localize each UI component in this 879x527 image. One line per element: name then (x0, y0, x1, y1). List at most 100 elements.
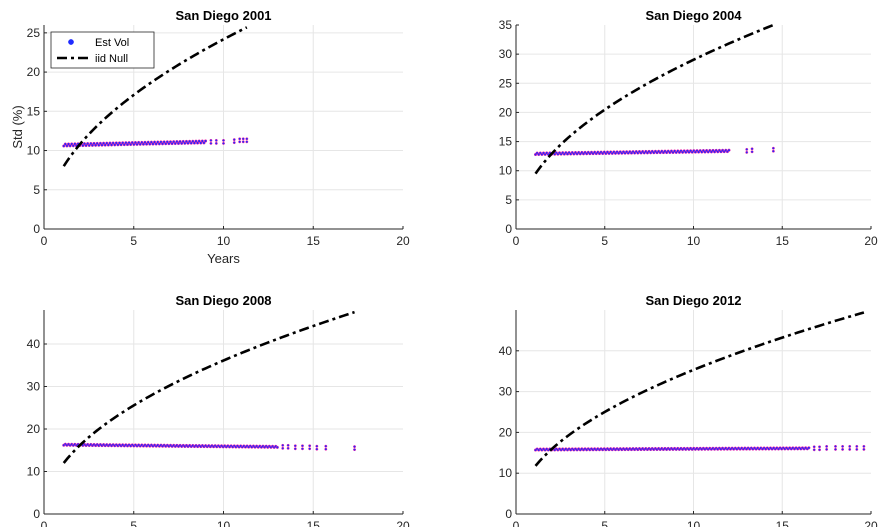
est-vol-point (84, 143, 88, 148)
y-tick-label: 5 (33, 183, 40, 197)
y-tick-label: 20 (27, 65, 41, 79)
x-tick-label: 5 (130, 234, 137, 248)
est-vol-point (241, 140, 245, 144)
est-vol-point (154, 142, 158, 146)
y-tick-label: 30 (499, 47, 513, 61)
y-tick-label: 20 (499, 105, 513, 119)
est-vol-point (132, 142, 136, 146)
x-tick-label: 20 (396, 234, 410, 248)
est-vol-point (170, 142, 174, 146)
est-vol-point (848, 444, 852, 448)
x-tick-label: 15 (776, 234, 790, 248)
est-vol-point (138, 142, 142, 146)
subplot-4: 0 5 10 15 20 0 10 20 30 40 San Diego 2012 (499, 293, 878, 527)
iid-null-line (534, 311, 865, 467)
est-vol-point (145, 142, 149, 146)
est-vol-point (62, 144, 66, 148)
iid-null-line (62, 26, 248, 167)
est-vol-point (855, 447, 859, 451)
est-vol-point (825, 444, 829, 448)
y-tick-label: 20 (499, 425, 513, 439)
est-vol-point (727, 148, 731, 152)
est-vol-point (293, 444, 297, 448)
est-vol-point (293, 447, 297, 451)
y-tick-label: 40 (499, 344, 513, 358)
est-vol-point (87, 143, 91, 147)
est-vol-point (65, 144, 69, 148)
est-vol-point (173, 141, 177, 146)
x-tick-label: 15 (307, 234, 321, 248)
est-vol-point (106, 143, 110, 147)
est-vol-series (533, 146, 775, 157)
x-tick-label: 20 (864, 234, 878, 248)
y-tick-label: 0 (33, 222, 40, 236)
x-tick-label: 0 (513, 234, 520, 248)
chart-title: San Diego 2012 (645, 293, 741, 308)
y-tick-label: 15 (27, 104, 41, 118)
est-vol-point (204, 139, 208, 143)
est-vol-point (848, 447, 852, 451)
est-vol-point (122, 143, 126, 147)
y-tick-label: 25 (499, 76, 513, 90)
x-tick-label: 10 (687, 234, 701, 248)
legend-iid-null-label: iid Null (95, 53, 128, 65)
est-vol-point (308, 447, 312, 451)
chart-title: San Diego 2001 (175, 8, 271, 23)
est-vol-point (745, 150, 749, 154)
est-vol-point (286, 443, 290, 447)
est-vol-point (241, 137, 245, 141)
chart-title: San Diego 2008 (175, 293, 271, 308)
y-tick-label: 10 (499, 466, 513, 480)
est-vol-point (189, 141, 193, 145)
y-tick-label: 10 (499, 164, 513, 178)
est-vol-point (113, 143, 117, 147)
est-vol-point (196, 141, 200, 145)
iid-null-line (534, 23, 774, 175)
est-vol-point (818, 448, 821, 452)
y-tick-label: 10 (27, 144, 41, 158)
subplot-3: 0 5 10 15 20 0 10 20 30 40 San Diego 2008 (27, 293, 410, 527)
y-tick-label: 30 (27, 380, 41, 394)
y-tick-label: 0 (505, 222, 512, 236)
est-vol-point (186, 141, 190, 145)
x-tick-label: 0 (41, 234, 48, 248)
y-tick-label: 10 (27, 465, 41, 479)
x-tick-label: 10 (217, 519, 231, 527)
est-vol-point (324, 447, 328, 451)
est-vol-point (855, 444, 859, 448)
est-vol-point (841, 444, 845, 448)
est-vol-point (745, 147, 749, 151)
est-vol-point (818, 445, 821, 449)
subplot-1: 0 5 10 15 20 0 5 10 15 20 25 San Diego 2001 Years Std… (10, 8, 410, 266)
est-vol-point (125, 143, 130, 147)
est-vol-point (812, 445, 816, 449)
est-vol-point (164, 142, 168, 146)
legend-box (50, 31, 155, 69)
y-tick-label: 35 (499, 18, 513, 32)
x-tick-label: 0 (513, 519, 520, 527)
est-vol-point (222, 138, 225, 142)
est-vol-point (160, 142, 165, 146)
est-vol-point (119, 143, 123, 147)
est-vol-point (167, 142, 171, 146)
est-vol-point (315, 447, 319, 451)
x-tick-label: 10 (687, 519, 701, 527)
est-vol-point (148, 142, 152, 146)
est-vol-point (324, 444, 328, 448)
legend: Est Vol iid Null (50, 31, 155, 69)
est-vol-point (94, 143, 98, 147)
x-tick-label: 10 (217, 234, 231, 248)
est-vol-point (232, 141, 236, 145)
chart-title: San Diego 2004 (645, 8, 742, 23)
est-vol-point (275, 445, 279, 449)
x-tick-label: 5 (601, 234, 608, 248)
est-vol-point (71, 144, 75, 148)
est-vol-point (97, 143, 101, 147)
legend-est-vol-label: Est Vol (95, 37, 129, 49)
y-tick-label: 0 (33, 507, 40, 521)
est-vol-point (232, 138, 236, 142)
est-vol-point (129, 142, 133, 147)
x-tick-label: 5 (601, 519, 608, 527)
est-vol-point (68, 144, 72, 148)
est-vol-point (209, 141, 213, 145)
